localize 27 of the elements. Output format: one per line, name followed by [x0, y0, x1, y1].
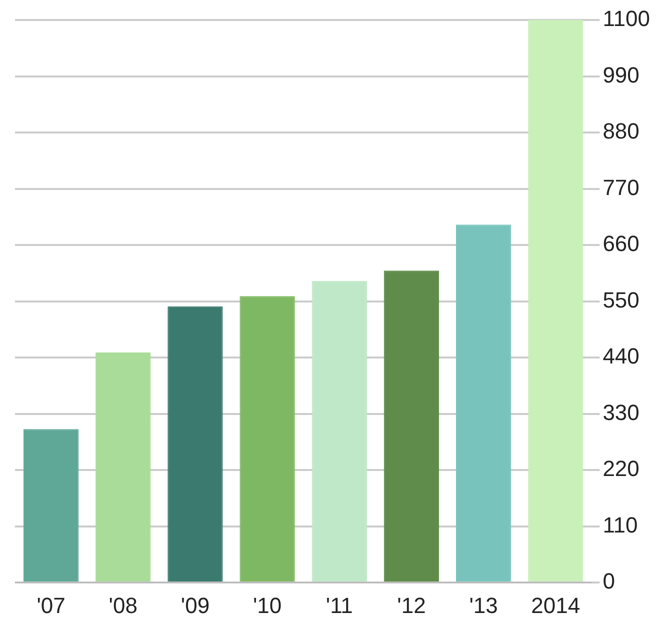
y-tick-label: 330 — [602, 400, 640, 425]
x-tick-label: '10 — [252, 592, 282, 618]
y-tick-label: 660 — [602, 231, 640, 256]
bar — [528, 20, 584, 582]
y-tick-label: 220 — [602, 456, 640, 482]
y-tick-label: 550 — [602, 287, 640, 312]
x-tick-label: '12 — [397, 592, 426, 618]
y-tick-label: 440 — [602, 344, 640, 369]
y-tick-label: 1100 — [602, 6, 650, 32]
x-tick-label: '09 — [180, 592, 210, 618]
bar — [240, 296, 295, 582]
bar — [456, 224, 512, 582]
y-tick-label: 990 — [602, 62, 640, 88]
y-tick-label: 770 — [602, 174, 640, 200]
x-tick-label: '07 — [36, 592, 66, 618]
bar — [23, 429, 79, 582]
x-tick-label: 2014 — [531, 592, 580, 618]
y-tick-label: 880 — [602, 118, 640, 144]
bar — [168, 306, 223, 582]
x-tick-label: '08 — [108, 592, 138, 618]
x-tick-label: '13 — [469, 592, 498, 618]
bar — [312, 280, 367, 582]
bar — [384, 270, 440, 582]
x-tick-label: '11 — [326, 592, 353, 618]
y-tick-label: 0 — [602, 568, 615, 594]
y-tick-label: 110 — [602, 512, 638, 538]
bar — [96, 352, 151, 582]
